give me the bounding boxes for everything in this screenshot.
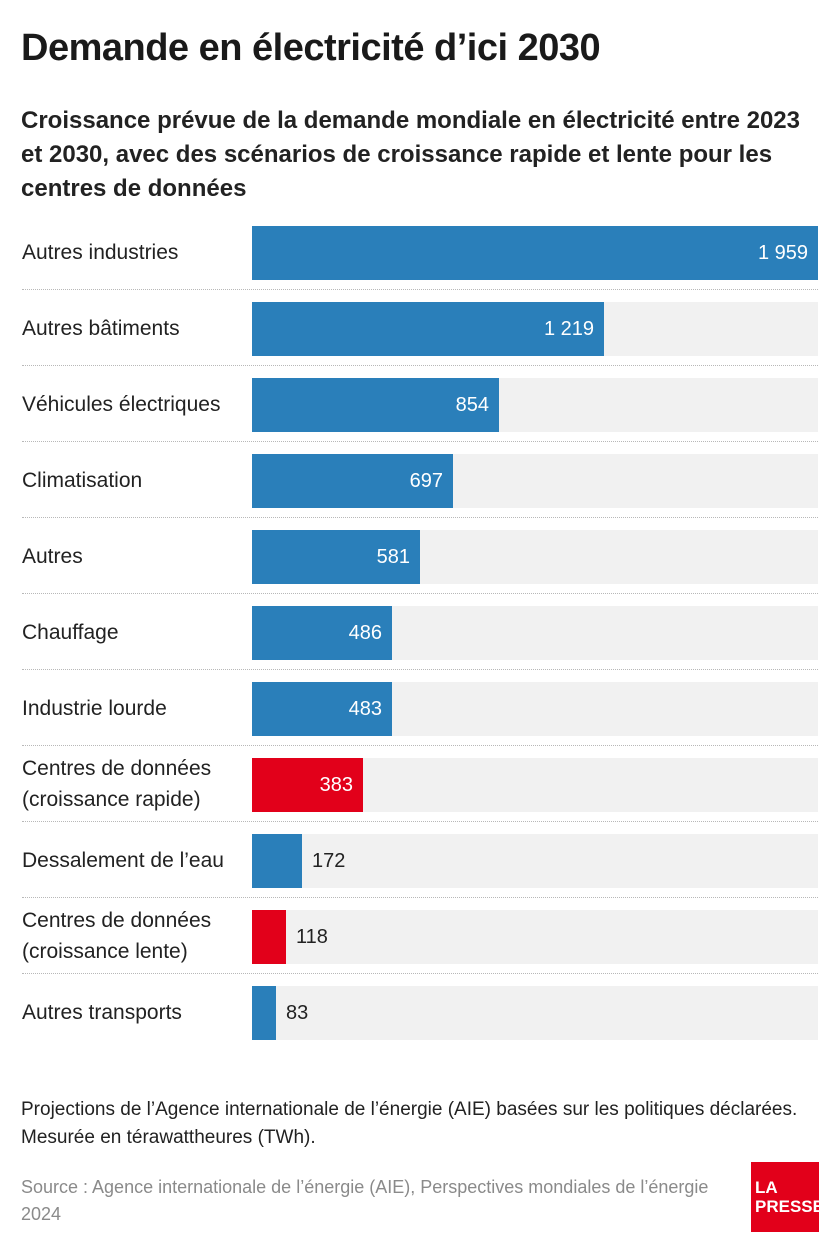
- la-presse-logo: LA PRESSE: [751, 1162, 824, 1232]
- chart-title: Demande en électricité d’ici 2030: [21, 27, 601, 69]
- bar-row: Centres de données (croissance rapide) 38…: [0, 746, 840, 822]
- bar-track: 1 219: [252, 302, 818, 356]
- bar: [252, 834, 302, 888]
- row-divider: [22, 593, 818, 594]
- bar-track: 486: [252, 606, 818, 660]
- bar-row: Autres industries 1 959: [0, 214, 840, 290]
- bar-track: 172: [252, 834, 818, 888]
- bar: [252, 530, 420, 584]
- bar-value-label: 383: [319, 774, 353, 796]
- bar-track: 1 959: [252, 226, 818, 280]
- bar-row: Véhicules électriques 854: [0, 366, 840, 442]
- row-divider: [22, 897, 818, 898]
- row-divider: [22, 973, 818, 974]
- bar-value-label: 83: [286, 1002, 309, 1024]
- row-divider: [22, 821, 818, 822]
- bar-value-label: 697: [409, 470, 443, 492]
- chart-note: Projections de l’Agence internationale d…: [21, 1099, 798, 1148]
- bar-row: Climatisation 697: [0, 442, 840, 518]
- bar: [252, 910, 286, 964]
- bar-track: 383: [252, 758, 818, 812]
- bar-row: Industrie lourde 483: [0, 670, 840, 746]
- bar-row: Autres bâtiments 1 219: [0, 290, 840, 366]
- bar-track: 483: [252, 682, 818, 736]
- bar: [252, 758, 363, 812]
- bar-track: 697: [252, 454, 818, 508]
- bar-row: Autres transports 83: [0, 974, 840, 1050]
- bar-value-label: 1 959: [757, 242, 808, 264]
- bar-row: Dessalement de l’eau 172: [0, 822, 840, 898]
- bar: [252, 302, 604, 356]
- row-divider: [22, 669, 818, 670]
- row-divider: [22, 289, 818, 290]
- row-divider: [22, 441, 818, 442]
- bar-category-label: Autres bâtiments: [22, 316, 180, 340]
- bar-category-label: Industrie lourde: [22, 696, 167, 720]
- bar-row: Autres 581: [0, 518, 840, 594]
- source-credit: Source : Agence internationale de l’éner…: [21, 1177, 709, 1224]
- bar-value-label: 581: [376, 546, 410, 568]
- bar-category-label: Dessalement de l’eau: [22, 848, 224, 872]
- bar: [252, 606, 392, 660]
- bar: [252, 454, 453, 508]
- bar: [252, 986, 276, 1040]
- bar-category-label: Véhicules électriques: [22, 392, 221, 416]
- bar-value-label: 1 219: [543, 318, 594, 340]
- bar: [252, 378, 499, 432]
- bar-category-label: Autres transports: [22, 1000, 182, 1024]
- chart-subtitle: Croissance prévue de la demande mondiale…: [21, 107, 801, 202]
- bar-value-label: 172: [312, 850, 346, 872]
- bar-row: Centres de données (croissance lente) 118: [0, 898, 840, 974]
- bar-value-label: 854: [455, 394, 489, 416]
- bar-value-label: 486: [348, 622, 382, 644]
- bar-value-label: 118: [296, 926, 328, 948]
- bar-value-label: 483: [348, 698, 382, 720]
- bar-track: 854: [252, 378, 818, 432]
- bar-category-label: Climatisation: [22, 468, 143, 492]
- bar-category-label: Autres industries: [22, 240, 179, 264]
- bar-track: 118: [252, 910, 818, 964]
- bar: [252, 682, 392, 736]
- bar-row: Chauffage 486: [0, 594, 840, 670]
- bar-category-label: Centres de données (croissance rapide): [22, 757, 212, 811]
- logo-text-la: LA: [755, 1178, 778, 1197]
- bar-category-label: Chauffage: [22, 620, 119, 644]
- bar-track: 581: [252, 530, 818, 584]
- bar: [252, 226, 818, 280]
- row-divider: [22, 745, 818, 746]
- bar-category-label: Centres de données (croissance lente): [22, 909, 212, 963]
- bar-track: 83: [252, 986, 818, 1040]
- row-divider: [22, 517, 818, 518]
- logo-text-presse: PRESSE: [755, 1197, 824, 1216]
- bar-category-label: Autres: [22, 544, 83, 568]
- row-divider: [22, 365, 818, 366]
